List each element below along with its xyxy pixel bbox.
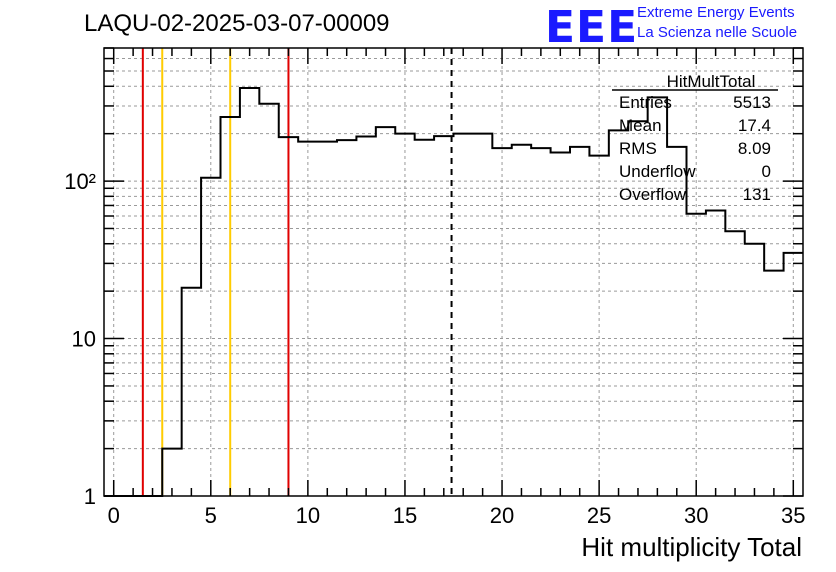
x-tick-label: 25	[587, 503, 611, 528]
x-tick-label: 35	[781, 503, 805, 528]
x-axis-label: Hit multiplicity Total	[581, 532, 802, 562]
tick-labels: 0 5 10 15 20 25 30 35 1 10 10²	[64, 169, 805, 528]
x-tick-label: 10	[296, 503, 320, 528]
stats-value: 5513	[733, 93, 771, 112]
stats-value: 0	[761, 162, 771, 181]
stats-value: 17.4	[737, 116, 771, 135]
y-tick-label: 10	[72, 327, 96, 352]
x-tick-label: 0	[108, 503, 120, 528]
grid-lines	[104, 47, 803, 496]
stats-value: 8.09	[737, 139, 771, 158]
x-tick-label: 5	[205, 503, 217, 528]
axis-ticks	[104, 47, 803, 497]
plot-frame	[103, 47, 804, 497]
y-tick-label: 10²	[64, 169, 96, 194]
x-tick-label: 30	[684, 503, 708, 528]
y-tick-label: 1	[84, 484, 96, 509]
chart-title: LAQU-02-2025-03-07-00009	[84, 10, 390, 37]
stats-label: Entries	[619, 93, 672, 112]
histogram-series	[104, 87, 803, 497]
logo-subtitle-line2: La Scienza nelle Scuole	[637, 24, 798, 41]
stats-value: 131	[742, 185, 771, 204]
cut-lines	[141, 48, 453, 496]
stats-title: HitMultTotal	[666, 72, 756, 91]
stats-label: RMS	[619, 139, 657, 158]
x-tick-label: 20	[490, 503, 514, 528]
eee-logo: EEE	[545, 2, 639, 53]
stats-label: Underflow	[619, 162, 696, 181]
stats-label: Overflow	[619, 185, 687, 204]
logo-subtitle-line1: Extreme Energy Events	[637, 4, 795, 21]
stats-label: Mean	[619, 116, 662, 135]
x-tick-label: 15	[393, 503, 417, 528]
